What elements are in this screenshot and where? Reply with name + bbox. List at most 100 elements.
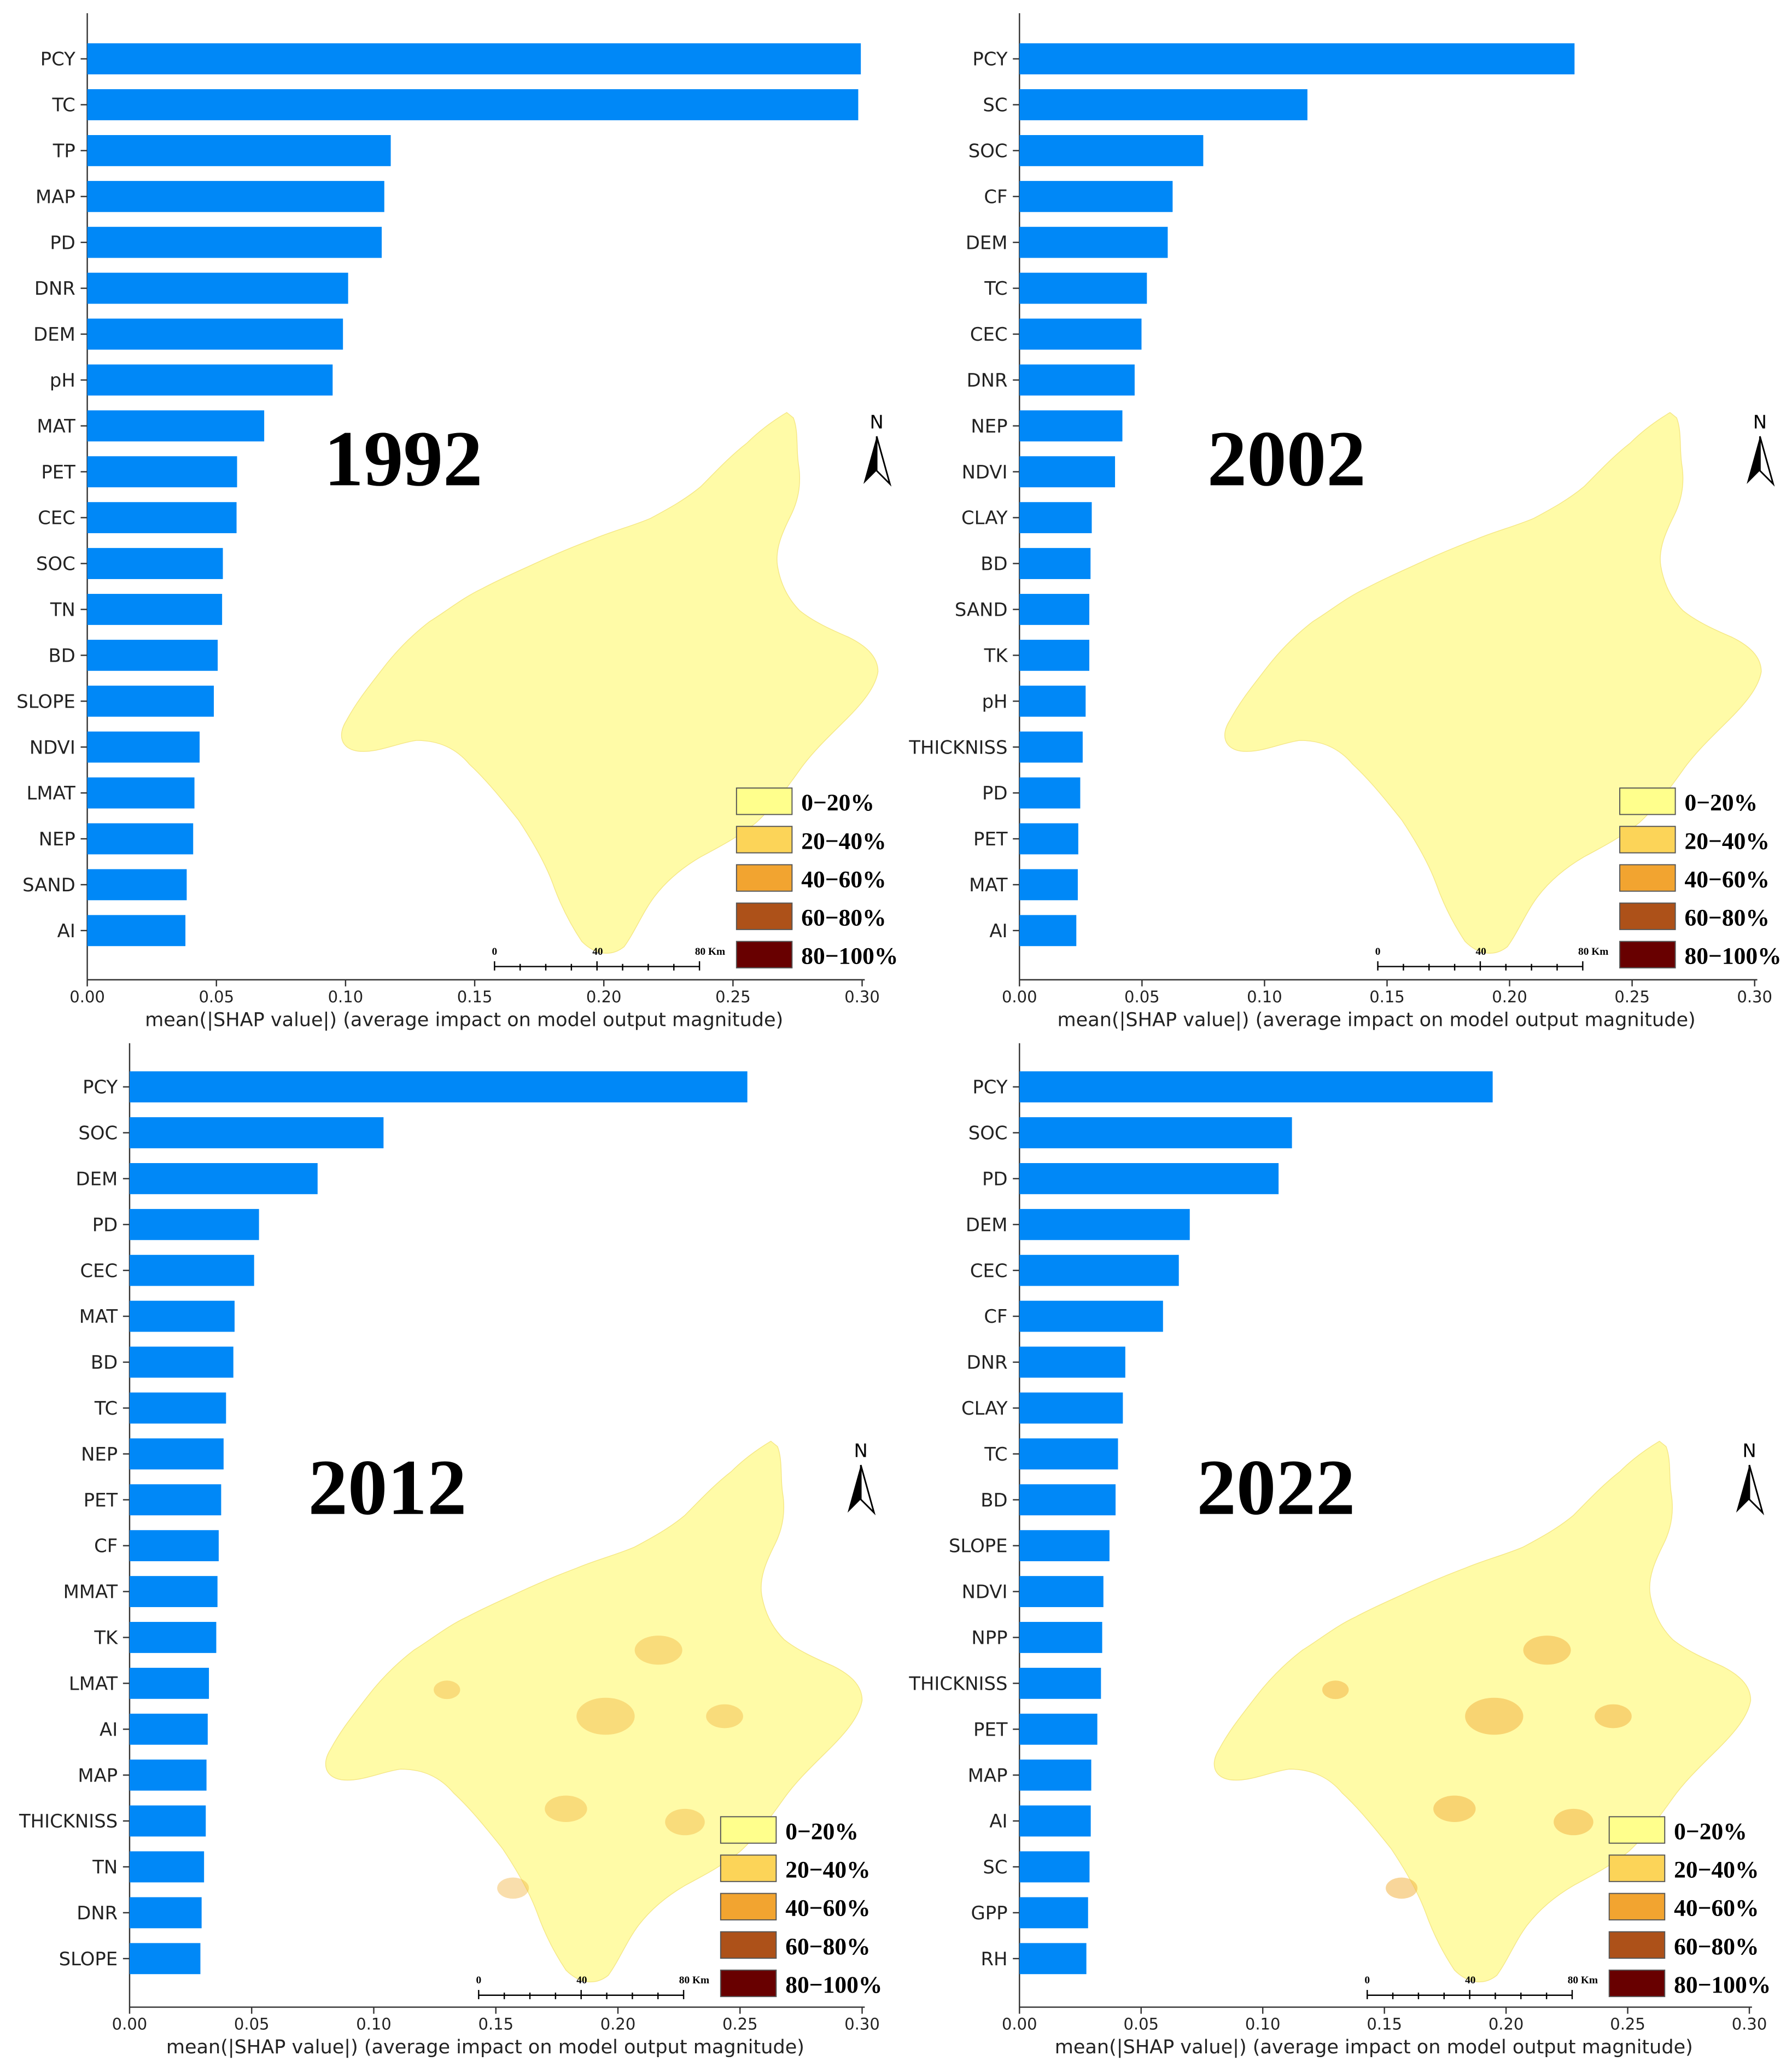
legend-swatch [736, 826, 793, 854]
legend-swatch [1619, 787, 1676, 815]
map-density-patch [1433, 1795, 1476, 1823]
x-tick-label: 0.20 [1492, 988, 1527, 1006]
category-label: MAT [969, 874, 1008, 896]
north-arrow-right-half [875, 436, 892, 487]
map-density-patch [1523, 1636, 1571, 1665]
category-label: CEC [970, 1260, 1008, 1281]
category-label: MAP [968, 1765, 1008, 1786]
scale-bar-label: 0 [492, 946, 497, 957]
legend-label: 20−40% [1674, 1857, 1759, 1883]
map-region-shape [325, 1440, 863, 1983]
x-tick-label: 0.15 [457, 988, 493, 1006]
bar-NEP [129, 1438, 224, 1470]
scale-bar-label: 40 [1465, 1975, 1475, 1986]
category-label: BD [980, 553, 1007, 575]
x-tick-label: 0.00 [1002, 988, 1037, 1006]
bar-PET [129, 1484, 221, 1516]
map-legend: 0−20% 20−40% 40−60% 60−80% 80−100% [1619, 787, 1782, 970]
bar-BD [1019, 1484, 1116, 1516]
category-label: MMAT [63, 1581, 118, 1603]
legend-swatch [720, 1893, 777, 1920]
bar-CF [129, 1530, 219, 1562]
scale-bar: 0 40 80 Km [1364, 1975, 1598, 2000]
bar-SC [1019, 89, 1307, 120]
legend-label: 80−100% [801, 943, 898, 970]
bar-chart-axes: PCY SOC PD DEM CEC CF DNR CLAY TC BD SLOPE NDVI NPP T… [908, 1043, 1767, 2058]
north-arrow-icon: N [863, 411, 892, 487]
bar-CEC [1019, 1254, 1179, 1286]
legend-swatch [1619, 941, 1676, 968]
scale-bar: 0 40 80 Km [1375, 946, 1608, 971]
category-label: pH [50, 370, 75, 391]
bar-PCY [129, 1071, 748, 1103]
category-label: DEM [966, 232, 1008, 253]
legend-swatch [720, 1854, 777, 1882]
legend-label: 60−80% [801, 905, 886, 931]
category-label: CLAY [961, 1398, 1008, 1419]
bar-THICKNISS [1019, 1667, 1101, 1699]
north-arrow-right-half [1759, 436, 1775, 487]
bar-series [87, 43, 861, 947]
legend-swatch [720, 1816, 777, 1844]
bar-CF [1019, 180, 1173, 212]
x-tick-label: 0.20 [1489, 2015, 1524, 2034]
bar-AI [129, 1713, 208, 1745]
x-tick-label: 0.30 [1732, 2015, 1767, 2034]
map-density-patch [665, 1808, 705, 1836]
map-region-shape [1224, 412, 1762, 954]
bar-CLAY [1019, 502, 1092, 534]
category-label: BD [49, 645, 75, 666]
category-label: DNR [967, 1352, 1008, 1373]
map-legend: 0−20% 20−40% 40−60% 60−80% 80−100% [1608, 1816, 1771, 1998]
bar-NDVI [87, 731, 200, 763]
x-tick-label: 0.05 [1124, 988, 1160, 1006]
scale-bar: 0 40 80 Km [492, 946, 725, 971]
scale-bar-label: 40 [576, 1975, 587, 1986]
panel-1992: 1992 N 0 40 80 Km 0−20% 20−40% 40−60% 60−80% 80−1… [16, 13, 898, 1031]
map-density-patch [1386, 1877, 1418, 1899]
x-tick-label: 0.25 [715, 988, 751, 1006]
category-label: MAT [79, 1306, 118, 1327]
x-tick-label: 0.25 [1614, 988, 1650, 1006]
map-year-label: 2002 [1207, 415, 1366, 503]
category-label: AI [100, 1719, 118, 1740]
map-density-patch [1595, 1704, 1632, 1729]
study-area-map: 1992 N 0 40 80 Km 0−20% 20−40% 40−60% 60−80% 80−1… [324, 411, 898, 971]
bar-MAP [1019, 1759, 1091, 1791]
x-axis-label: mean(|SHAP value|) (average impact on mo… [1055, 2036, 1693, 2058]
category-label: SLOPE [59, 1948, 118, 1970]
map-year-label: 2022 [1196, 1444, 1355, 1532]
bar-TK [129, 1622, 217, 1653]
scale-bar-label: 80 Km [1578, 946, 1608, 957]
bar-TC [129, 1392, 226, 1424]
category-label: MAT [37, 416, 75, 437]
category-label: TK [94, 1627, 118, 1649]
bar-SLOPE [1019, 1530, 1110, 1562]
north-arrow-left-half [1747, 436, 1760, 484]
x-axis-label: mean(|SHAP value|) (average impact on mo… [145, 1008, 783, 1031]
bar-AI [87, 915, 186, 947]
bar-MAT [1019, 869, 1078, 901]
category-label: SOC [968, 141, 1008, 162]
category-label: CEC [970, 324, 1008, 345]
bar-PET [1019, 1713, 1098, 1745]
bar-series [1019, 1071, 1493, 1975]
bar-CEC [129, 1254, 254, 1286]
x-tick-label: 0.30 [844, 2015, 880, 2034]
bar-LMAT [87, 777, 195, 809]
bar-PCY [1019, 1071, 1493, 1103]
legend-label: 20−40% [785, 1857, 870, 1883]
scale-bar-label: 80 Km [695, 946, 725, 957]
bar-PD [1019, 1163, 1279, 1194]
legend-label: 40−60% [1685, 866, 1770, 892]
category-label: PET [973, 828, 1008, 850]
north-arrow-left-half [1736, 1465, 1750, 1513]
north-arrow-label: N [854, 1440, 867, 1462]
bar-TC [1019, 1438, 1118, 1470]
category-label: PCY [40, 49, 75, 70]
bar-LMAT [129, 1667, 209, 1699]
category-label: THICKNISS [19, 1811, 118, 1832]
bar-NEP [87, 823, 194, 855]
category-label: SOC [78, 1123, 118, 1144]
